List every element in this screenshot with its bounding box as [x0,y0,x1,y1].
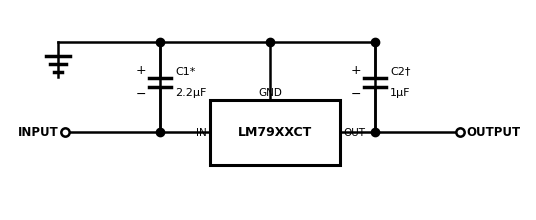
Text: −: − [136,88,146,101]
FancyBboxPatch shape [210,100,340,165]
Text: IN: IN [196,128,207,138]
Text: GND: GND [258,88,282,98]
Text: INPUT: INPUT [18,125,59,139]
Text: +: + [136,64,146,77]
Text: C2†: C2† [390,66,411,77]
Text: +: + [351,64,361,77]
Text: OUT: OUT [343,128,365,138]
Text: 2.2μF: 2.2μF [175,88,206,97]
Text: C1*: C1* [175,66,196,77]
Text: LM79XXCT: LM79XXCT [238,126,312,139]
Text: 1μF: 1μF [390,88,411,97]
Text: OUTPUT: OUTPUT [466,125,520,139]
Text: −: − [351,88,361,101]
